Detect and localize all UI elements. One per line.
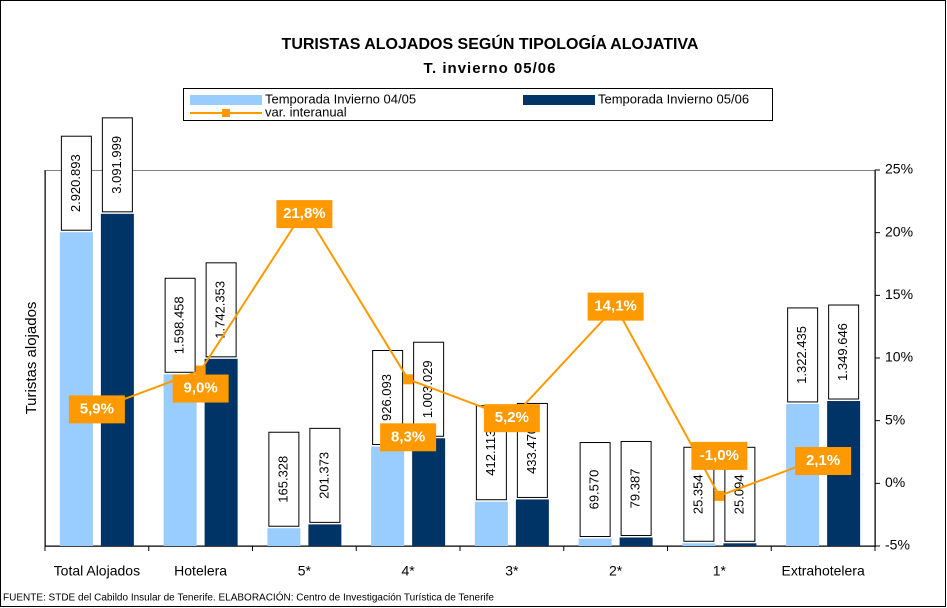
line-label-box [691, 441, 748, 470]
legend-label: var. interanual [265, 104, 347, 119]
legend-marker [222, 109, 230, 117]
line-label-box [483, 404, 540, 433]
line-value-label: 9,0% [184, 380, 218, 397]
bar-label-box [828, 304, 860, 400]
line-label-box [276, 200, 333, 229]
line-marker [714, 490, 725, 501]
line-value-label: 5,9% [80, 400, 114, 417]
y2-tick-label: 25% [885, 161, 913, 177]
bar [515, 499, 549, 546]
bar-label-box [620, 440, 652, 536]
bar-label-box [101, 117, 133, 213]
x-tick-label: 4* [402, 563, 416, 579]
bar [578, 538, 612, 546]
bar-value-label: 69.570 [587, 470, 602, 510]
line-label-box [68, 395, 125, 424]
legend-label: Temporada Invierno 04/05 [265, 91, 416, 106]
y-axis-label: Turistas alojados [23, 302, 40, 415]
y2-tick-label: -5% [885, 537, 910, 553]
bar-value-label: 25.354 [690, 474, 705, 514]
bar-value-label: 79.387 [628, 469, 643, 509]
bar [59, 232, 93, 546]
bar-value-label: 1.003.029 [420, 360, 435, 418]
bar [267, 528, 301, 546]
bar-value-label: 165.328 [275, 456, 290, 503]
bar-value-label: 1.598.458 [172, 296, 187, 354]
line-value-label: 8,3% [391, 428, 425, 445]
line-value-label: 5,2% [495, 409, 529, 426]
line-label-box [795, 447, 852, 476]
bar-value-label: 926.093 [379, 374, 394, 421]
bar-value-label: 1.349.646 [835, 323, 850, 381]
bar [474, 501, 508, 546]
bar-value-label: 201.373 [316, 452, 331, 499]
x-tick-label: 2* [609, 563, 623, 579]
chart-title: TURISTAS ALOJADOS SEGÚN TIPOLOGÍA ALOJAT… [282, 34, 699, 53]
x-tick-label: Hotelera [174, 563, 227, 579]
bar-value-label: 1.322.435 [794, 326, 809, 384]
bar-value-label: 1.742.353 [213, 281, 228, 339]
line-value-label: -1,0% [700, 447, 739, 464]
legend-swatch [190, 95, 262, 105]
bar-label-box [579, 442, 611, 538]
y2-tick-label: 15% [885, 286, 913, 302]
x-tick-label: Total Alojados [54, 563, 140, 579]
bar [371, 446, 405, 546]
x-tick-label: 3* [505, 563, 519, 579]
bar-label-box [309, 427, 341, 523]
bar-value-label: 3.091.999 [109, 136, 124, 194]
line-value-label: 2,1% [806, 452, 840, 469]
line-value-label: 14,1% [594, 298, 637, 315]
y2-tick-label: 20% [885, 223, 913, 239]
source-note: FUENTE: STDE del Cabildo Insular de Tene… [3, 591, 494, 604]
bar-label-box [164, 277, 196, 373]
x-tick-label: 1* [713, 563, 727, 579]
legend-label: Temporada Invierno 05/06 [598, 91, 749, 106]
bar [100, 213, 134, 546]
bar-label-box [60, 135, 92, 231]
legend [183, 88, 773, 121]
bar-value-label: 2.920.893 [68, 154, 83, 212]
x-tick-label: Extrahotelera [781, 563, 864, 579]
line-value-label: 21,8% [283, 205, 326, 222]
y2-tick-label: 0% [885, 474, 905, 490]
legend-swatch [523, 95, 595, 105]
line-marker [195, 365, 206, 376]
bar [412, 438, 446, 546]
line-label-box [587, 292, 644, 321]
bar-value-label: 433.470 [524, 427, 539, 474]
bar [308, 524, 342, 546]
bar [619, 537, 653, 546]
x-tick-label: 5* [298, 563, 312, 579]
bar-value-label: 412.113 [483, 430, 498, 476]
y2-tick-label: 5% [885, 411, 905, 427]
bar-label-box [268, 431, 300, 527]
bar [682, 543, 716, 546]
line-marker [403, 374, 414, 385]
bar [163, 374, 197, 546]
chart-subtitle: T. invierno 05/06 [424, 60, 557, 77]
bar-value-label: 25.094 [731, 474, 746, 514]
bar [723, 543, 757, 546]
y2-tick-label: 10% [885, 349, 913, 365]
line-label-box [380, 423, 437, 452]
line-label-box [172, 374, 229, 403]
bar-label-box [205, 262, 237, 358]
bar-label-box [413, 341, 445, 437]
bar-label-box [787, 307, 819, 403]
